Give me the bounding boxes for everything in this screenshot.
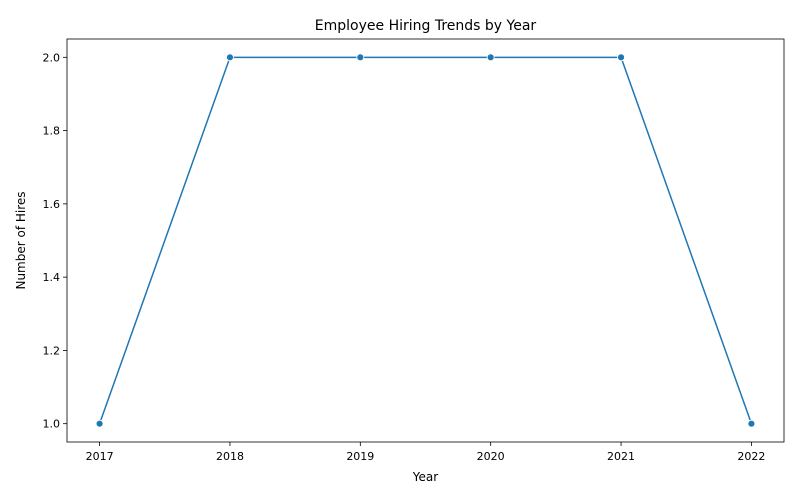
y-tick-label: 1.6 [43,198,61,211]
series-line [98,56,753,425]
data-point [356,53,365,62]
x-tick-label: 2017 [86,450,114,463]
y-axis-ticks: 1.0 1.2 1.4 1.6 1.8 2.0 [43,51,67,431]
x-axis-ticks: 2017 2018 2019 2020 2021 2022 [86,442,765,463]
plot-frame [66,38,785,443]
y-tick-label: 1.2 [43,344,61,357]
chart-title: Employee Hiring Trends by Year [315,18,537,34]
x-tick-label: 2019 [346,450,374,463]
data-point [747,419,756,428]
x-tick-label: 2020 [477,450,505,463]
y-tick-label: 1.0 [43,418,61,431]
data-point [226,53,234,62]
data-point [486,53,495,62]
y-axis-label: Number of Hires [14,191,28,289]
y-tick-label: 2.0 [43,51,61,64]
series-layer [95,53,756,428]
y-tick-label: 1.4 [43,271,61,284]
x-tick-label: 2021 [607,450,635,463]
x-axis-label: Year [412,470,438,484]
data-point [95,419,104,428]
data-point [617,53,625,62]
x-tick-label: 2022 [737,450,765,463]
y-tick-label: 1.8 [43,125,61,138]
x-tick-label: 2018 [216,450,244,463]
